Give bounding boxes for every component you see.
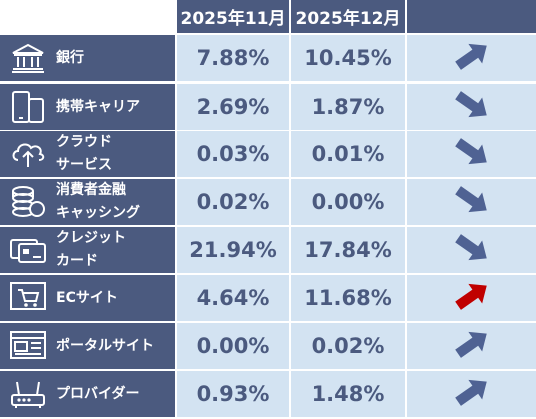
trend-cell — [407, 179, 536, 225]
row-label-text: 消費者金融 キャッシング — [56, 182, 140, 221]
value-dec: 0.01% — [291, 131, 405, 177]
value-nov: 0.03% — [177, 131, 289, 177]
row-label-text: 携帯キャリア — [56, 98, 140, 115]
value-nov: 0.02% — [177, 179, 289, 225]
value-nov: 7.88% — [177, 35, 289, 81]
trend-cell — [407, 131, 536, 177]
value-nov: 2.69% — [177, 84, 289, 130]
row-label: 消費者金融 キャッシング — [0, 179, 175, 225]
header-month-nov: 2025年11月 — [177, 0, 289, 33]
row-label: クレジット カード — [0, 227, 175, 273]
header-corner — [0, 0, 175, 33]
trend-down-arrow-icon — [447, 228, 497, 272]
header-month-dec: 2025年12月 — [291, 0, 405, 33]
row-label: ポータルサイト — [0, 323, 175, 369]
trend-down-arrow-icon — [447, 180, 497, 224]
row-label: 携帯キャリア — [0, 84, 175, 130]
value-nov: 4.64% — [177, 275, 289, 321]
trend-cell — [407, 323, 536, 369]
value-dec: 1.87% — [291, 84, 405, 130]
trend-cell — [407, 371, 536, 417]
cloud-upload-icon — [8, 136, 48, 172]
trend-up-arrow-icon — [447, 276, 497, 320]
row-label: プロバイダー — [0, 371, 175, 417]
shopping-cart-icon — [8, 280, 48, 316]
trend-down-arrow-icon — [447, 85, 497, 129]
bank-icon — [8, 40, 48, 76]
trend-down-arrow-icon — [447, 132, 497, 176]
trend-up-arrow-icon — [447, 324, 497, 368]
header-trend — [407, 0, 536, 33]
row-label-text: クレジット カード — [56, 230, 126, 269]
row-label-text: クラウド サービス — [56, 134, 112, 173]
trend-cell — [407, 275, 536, 321]
row-label: 銀行 — [0, 35, 175, 81]
value-dec: 0.02% — [291, 323, 405, 369]
value-dec: 1.48% — [291, 371, 405, 417]
trend-cell — [407, 84, 536, 130]
row-label-text: ポータルサイト — [56, 337, 154, 354]
value-nov: 0.00% — [177, 323, 289, 369]
row-label-text: プロバイダー — [56, 385, 140, 402]
web-portal-icon — [8, 328, 48, 364]
mobile-phone-icon — [8, 89, 48, 125]
value-dec: 11.68% — [291, 275, 405, 321]
coins-icon — [8, 184, 48, 220]
row-label-text: 銀行 — [56, 49, 84, 66]
credit-card-icon — [8, 232, 48, 268]
trend-cell — [407, 227, 536, 273]
value-nov: 21.94% — [177, 227, 289, 273]
row-label: クラウド サービス — [0, 131, 175, 177]
value-dec: 17.84% — [291, 227, 405, 273]
trend-cell — [407, 35, 536, 81]
value-dec: 10.45% — [291, 35, 405, 81]
trend-up-arrow-icon — [447, 36, 497, 80]
router-icon — [8, 376, 48, 412]
row-label: ECサイト — [0, 275, 175, 321]
value-nov: 0.93% — [177, 371, 289, 417]
value-dec: 0.00% — [291, 179, 405, 225]
row-label-text: ECサイト — [56, 289, 118, 306]
trend-up-arrow-icon — [447, 372, 497, 416]
